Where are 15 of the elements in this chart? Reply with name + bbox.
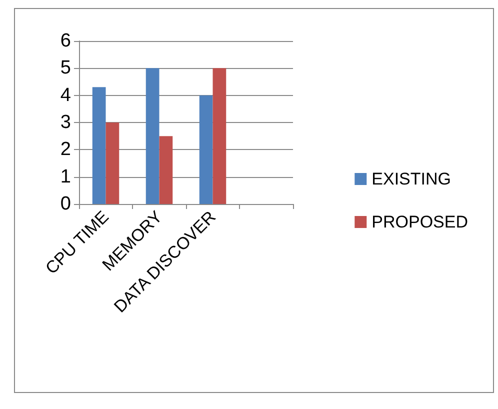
bar bbox=[106, 122, 120, 204]
bar bbox=[92, 87, 106, 204]
legend-label: EXISTING bbox=[372, 170, 452, 188]
y-tick-label: 5 bbox=[60, 58, 71, 79]
y-tick-label: 2 bbox=[60, 139, 71, 160]
bar bbox=[212, 68, 226, 204]
y-tick-label: 1 bbox=[60, 166, 71, 188]
y-tick-label: 4 bbox=[60, 84, 72, 106]
y-tick-label: 3 bbox=[60, 112, 71, 133]
bar bbox=[146, 68, 160, 204]
legend-label: PROPOSED bbox=[372, 212, 468, 232]
bar bbox=[159, 136, 173, 204]
y-tick-label: 6 bbox=[60, 30, 71, 52]
y-tick-label: 0 bbox=[60, 194, 71, 214]
bar bbox=[199, 95, 213, 204]
